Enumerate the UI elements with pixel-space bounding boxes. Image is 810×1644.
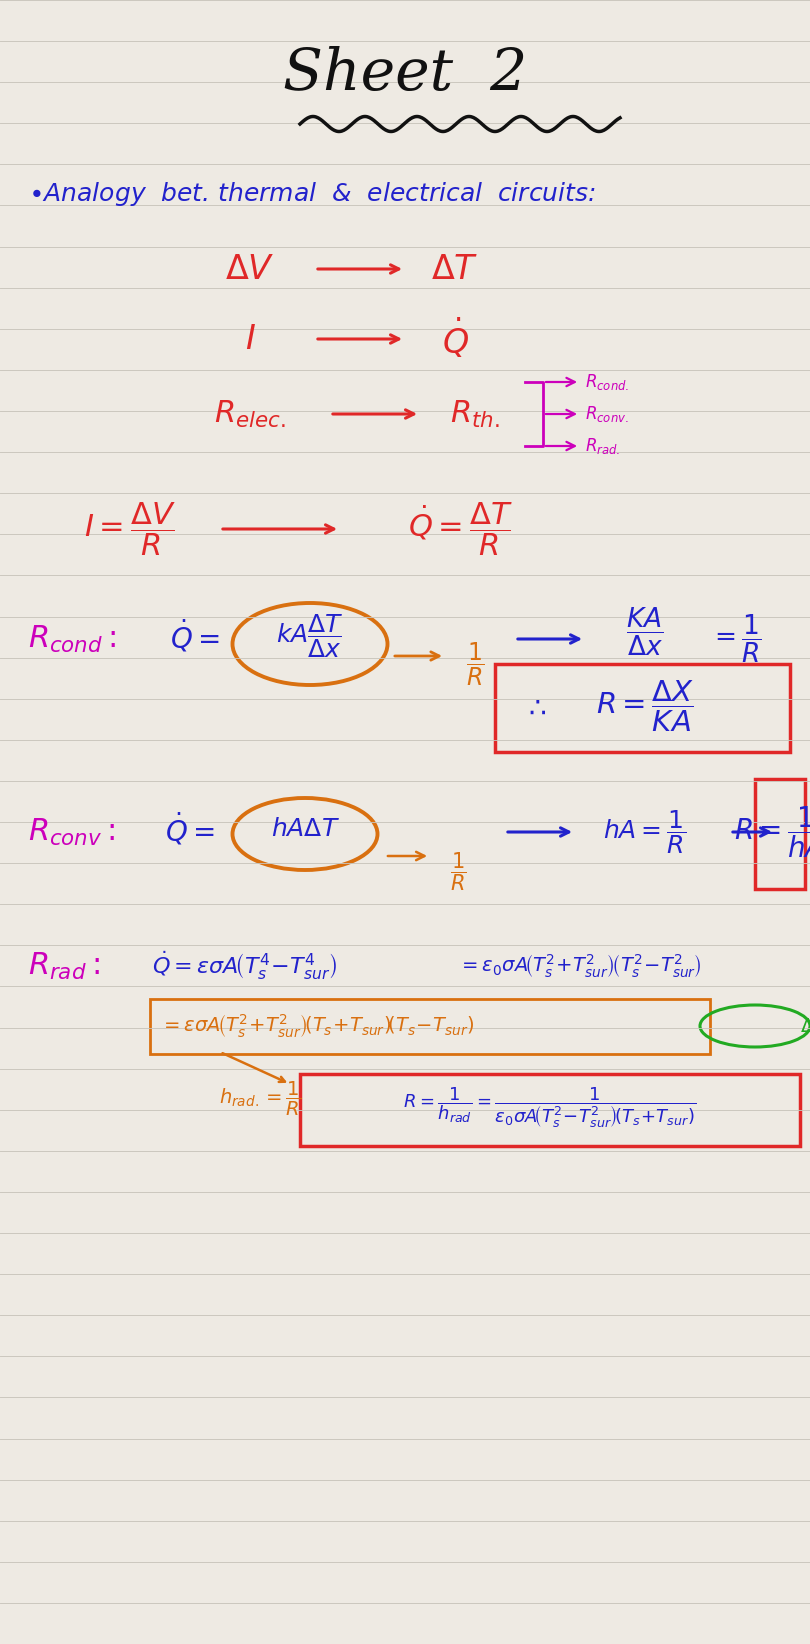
Text: $kA\dfrac{\Delta T}{\Delta x}$: $kA\dfrac{\Delta T}{\Delta x}$ <box>276 612 343 659</box>
Text: $R_{elec.}$: $R_{elec.}$ <box>214 398 286 429</box>
Text: $\dot{Q} = \varepsilon\sigma A\!\left(T_s^4\!-\!T_{sur}^4\right)$: $\dot{Q} = \varepsilon\sigma A\!\left(T_… <box>152 950 338 983</box>
Text: $R = \dfrac{\Delta X}{KA}$: $R = \dfrac{\Delta X}{KA}$ <box>596 679 694 733</box>
Text: $= \varepsilon_0\sigma A\!\left(T_s^2\!+\!T_{sur}^2\right)\!\left(T_s^2\!-\!T_{s: $= \varepsilon_0\sigma A\!\left(T_s^2\!+… <box>458 952 702 980</box>
Text: $\dot{Q} =$: $\dot{Q} =$ <box>165 810 215 847</box>
Text: $R_{rad.}$: $R_{rad.}$ <box>585 436 620 455</box>
Text: $\dfrac{1}{R}$: $\dfrac{1}{R}$ <box>466 640 484 687</box>
Text: $R_{cond.}$: $R_{cond.}$ <box>585 372 629 391</box>
Text: $hA = \dfrac{1}{R}$: $hA = \dfrac{1}{R}$ <box>603 809 687 857</box>
Text: $R_{rad}:$: $R_{rad}:$ <box>28 950 100 981</box>
Text: $\Delta T$: $\Delta T$ <box>800 1016 810 1036</box>
Text: $I = \dfrac{\Delta V}{R}$: $I = \dfrac{\Delta V}{R}$ <box>84 500 176 557</box>
Text: $\dfrac{1}{R}$: $\dfrac{1}{R}$ <box>450 850 467 893</box>
Text: $R_{cond}:$: $R_{cond}:$ <box>28 623 117 654</box>
Text: $R_{conv}:$: $R_{conv}:$ <box>28 817 116 848</box>
Text: $I$: $I$ <box>245 322 255 355</box>
Text: $\Delta V$: $\Delta V$ <box>225 253 275 286</box>
Text: $R= \dfrac{1}{hA}$: $R= \dfrac{1}{hA}$ <box>734 804 810 860</box>
Text: $\Delta T$: $\Delta T$ <box>431 253 479 286</box>
Text: $R_{th.}$: $R_{th.}$ <box>450 398 500 429</box>
Text: $\dot{Q} =$: $\dot{Q} =$ <box>170 618 220 654</box>
Text: $\therefore$: $\therefore$ <box>523 694 547 722</box>
Text: $R_{conv.}$: $R_{conv.}$ <box>585 404 629 424</box>
Text: $\dfrac{KA}{\Delta x}$: $\dfrac{KA}{\Delta x}$ <box>626 607 663 658</box>
Text: $\bullet$Analogy  bet. thermal  &  electrical  circuits:: $\bullet$Analogy bet. thermal & electric… <box>28 179 596 209</box>
Text: $= \varepsilon\sigma A\!\left(T_s^2\!+\!T_{sur}^2\right)\!\left(T_s\!+\!T_{sur}\: $= \varepsilon\sigma A\!\left(T_s^2\!+\!… <box>160 1013 474 1039</box>
Text: $\dot{Q}$: $\dot{Q}$ <box>441 317 468 362</box>
Text: $h_{rad.} = \dfrac{1}{R}$: $h_{rad.} = \dfrac{1}{R}$ <box>219 1080 301 1118</box>
Text: $= \dfrac{1}{R}$: $= \dfrac{1}{R}$ <box>709 613 761 666</box>
Text: Sheet  2: Sheet 2 <box>283 46 527 102</box>
Text: $R = \dfrac{1}{h_{rad}} = \dfrac{1}{\varepsilon_0\sigma A\!\left(T_s^2\!-\!T_{su: $R = \dfrac{1}{h_{rad}} = \dfrac{1}{\var… <box>403 1085 697 1131</box>
Text: $\dot{Q} = \dfrac{\Delta T}{R}$: $\dot{Q} = \dfrac{\Delta T}{R}$ <box>407 500 513 557</box>
Text: $hA\Delta T$: $hA\Delta T$ <box>271 817 339 842</box>
